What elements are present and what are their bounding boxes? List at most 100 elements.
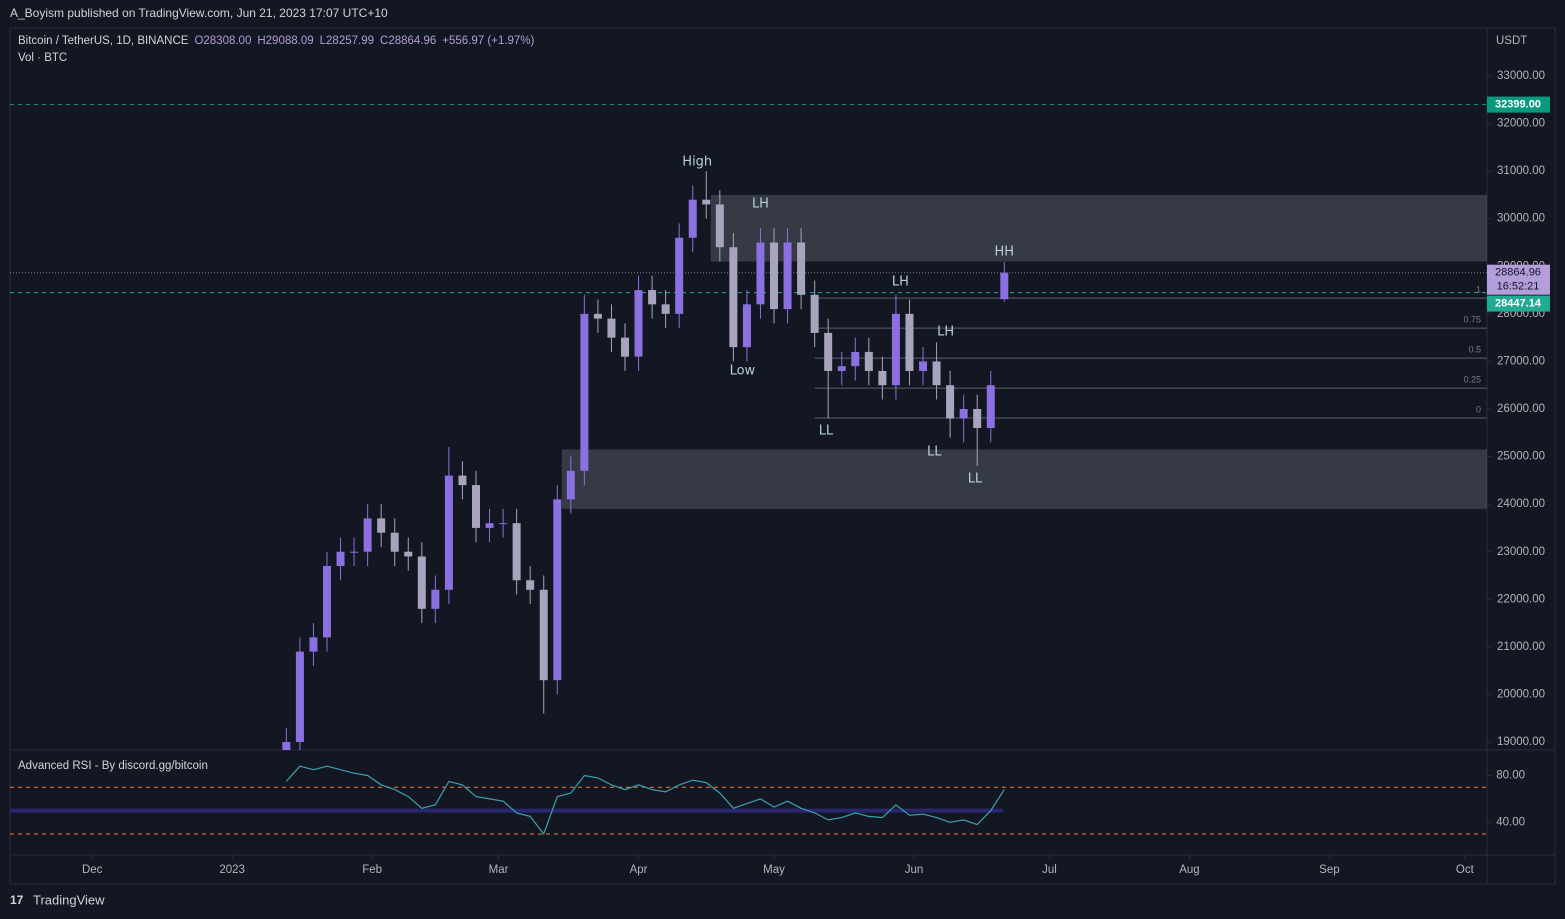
y-tick-label: 19000.00 [1497,736,1545,748]
candle-body [986,385,995,429]
annotation: LH [752,196,769,211]
legend-ohlc: +556.97 (+1.97%) [442,35,534,47]
candle-body [295,651,304,743]
brand-logo: 17 [10,893,24,907]
candle-body [824,332,833,371]
zone [561,449,1487,509]
candle-body [770,242,779,310]
rsi-title: Advanced RSI - By discord.gg/bitcoin [18,760,208,772]
x-tick-label: Jun [905,864,924,876]
y-tick-label: 40.00 [1496,816,1525,828]
fib-label: 1 [1476,285,1481,295]
y-tick-label: 80.00 [1496,770,1525,782]
candle-body [566,470,575,500]
candle-body [499,523,508,525]
candle-body [783,242,792,310]
x-tick-label: Apr [630,864,648,876]
volume-label: Vol · BTC [18,52,67,64]
y-tick-label: 22000.00 [1497,593,1545,605]
candle-body [553,499,562,681]
annotation: LL [819,423,834,438]
candle-body [973,409,982,429]
x-tick-label: Oct [1456,864,1475,876]
candle-body [932,361,941,386]
candle-body [810,294,819,333]
y-tick-label: 31000.00 [1497,165,1545,177]
candle-body [946,385,955,419]
candle-body [702,199,711,205]
candle-body [621,337,630,357]
price-pane: 1 0.75 0.5 0.25 0 High LH Low LH LL LH LL LL HH [10,104,1487,750]
x-tick-label: Jul [1042,864,1057,876]
y-tick-label: 30000.00 [1497,213,1545,225]
legend-ohlc: H29088.09 [257,35,313,47]
publish-info: A_Boyism published on TradingView.com, J… [10,6,388,20]
x-tick-label: May [763,864,785,876]
annotation: High [682,155,712,170]
candle-body [593,313,602,319]
candle-body [526,580,535,590]
legend-ohlc: C28864.96 [380,35,436,47]
zone [710,194,1487,262]
candle-body [919,361,928,371]
annotation: LL [968,471,983,486]
candle-body [837,366,846,371]
legend-ohlc: O28308.00 [194,35,251,47]
legend-ohlc: L28257.99 [320,35,374,47]
rsi-pane [10,765,1487,836]
candle-body [431,589,440,609]
x-tick-label: Dec [82,864,103,876]
candle-body [404,551,413,557]
fib-label: 0.75 [1463,315,1481,325]
candle-body [607,318,616,338]
candle-body [485,523,494,528]
candle-body [1000,272,1009,300]
rsi-line [285,765,1005,836]
candle-body [309,637,318,652]
price-level-label: 28447.14 [1495,297,1542,309]
x-tick-label: Sep [1319,864,1339,876]
candle-body [634,290,643,357]
candle-body [891,313,900,386]
candle-body [336,551,345,566]
candle-body [417,556,426,609]
candle-body [688,199,697,238]
y-tick-label: 32000.00 [1497,118,1545,130]
y-tick-label: 25000.00 [1497,451,1545,463]
candle-body [458,475,467,486]
candle-body [512,523,521,581]
legend: Bitcoin / TetherUS, 1D, BINANCE O28308.00… [18,35,535,47]
candle-body [797,242,806,295]
candle-body [648,290,657,305]
candle-body [959,409,968,419]
candle-body [322,565,331,638]
candle-body [729,247,738,348]
last-price-timer: 16:52:21 [1497,281,1540,293]
candle-body [471,485,480,528]
annotation: Low [730,363,756,378]
y-tick-label: 23000.00 [1497,546,1545,558]
candle-body [282,742,291,750]
last-price-label: 28864.96 [1495,267,1541,279]
candle-body [742,304,751,348]
fib-label: 0 [1476,404,1481,414]
y-tick-label: 21000.00 [1497,641,1545,653]
axes: 19000.00 20000.00 21000.00 22000.00 23000.00… [18,35,1550,876]
legend-symbol: Bitcoin / TetherUS, 1D, BINANCE [18,35,189,47]
candle-body [878,370,887,386]
annotation: HH [995,245,1015,260]
candle-body [350,551,359,553]
candle-body [675,237,684,314]
y-tick-label: 20000.00 [1497,688,1545,700]
annotation: LH [937,324,954,339]
candle-body [661,304,670,314]
x-tick-label: Mar [489,864,509,876]
fib-label: 0.5 [1468,344,1481,354]
y-tick-label: 26000.00 [1497,403,1545,415]
x-tick-label: Feb [362,864,382,876]
brand: TradingView [33,892,105,907]
y-tick-label: 27000.00 [1497,355,1545,367]
candle-body [715,204,724,248]
candle-body [580,313,589,471]
